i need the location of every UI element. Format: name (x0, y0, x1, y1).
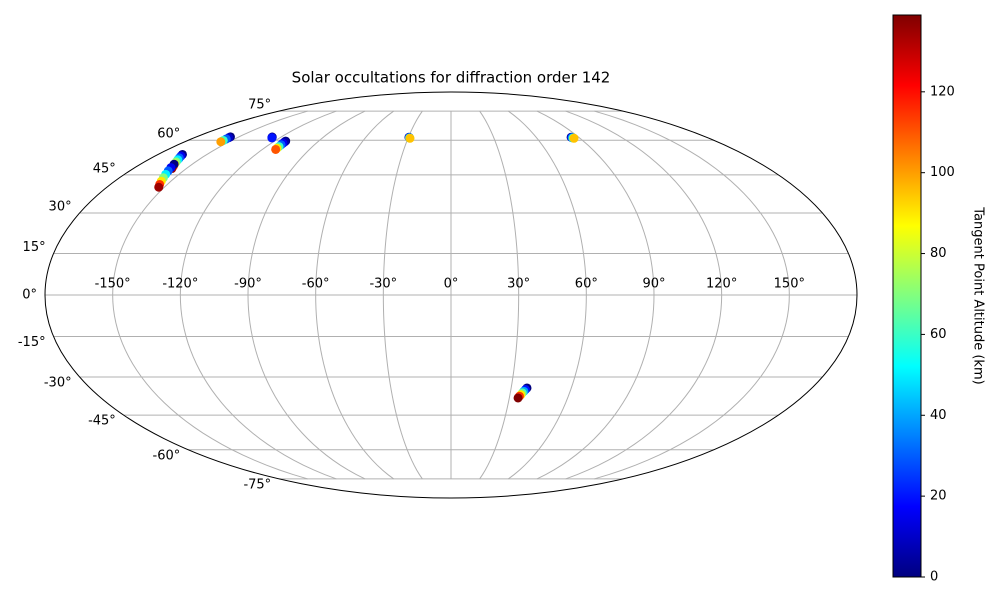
colorbar-tick-label: 80 (930, 246, 947, 261)
colorbar-tick-label: 60 (930, 327, 947, 342)
map-boundary (44, 91, 858, 499)
y-tick-label: -45° (88, 414, 116, 429)
colorbar-label: Tangent Point Altitude (km) (971, 206, 986, 384)
y-tick-label: 45° (93, 161, 116, 176)
point (569, 133, 579, 143)
point (154, 182, 164, 192)
x-tick-label: 120° (706, 277, 737, 292)
y-tick-label: -60° (153, 448, 181, 463)
y-tick-label: -75° (243, 477, 271, 492)
colorbar-tick-label: 0 (930, 570, 938, 585)
y-tick-label: 0° (22, 288, 37, 303)
x-tick-label: 30° (507, 277, 530, 292)
x-tick-label: -120° (162, 277, 198, 292)
colorbar-tick-label: 120 (930, 84, 955, 99)
x-tick-label: -150° (95, 277, 131, 292)
y-tick-label: 15° (23, 240, 46, 255)
colorbar-tick-label: 100 (930, 165, 955, 180)
colorbar-tick-label: 20 (930, 489, 947, 504)
points (154, 132, 579, 403)
x-tick-label: -90° (234, 277, 262, 292)
y-tick-label: -30° (44, 376, 72, 391)
x-tick-label: -30° (369, 277, 397, 292)
x-tick-label: 90° (642, 277, 665, 292)
x-tick-label: 150° (774, 277, 805, 292)
point (405, 133, 415, 143)
y-tick-label: 75° (248, 98, 271, 113)
x-tick-label: -60° (302, 277, 330, 292)
y-tick-label: 60° (157, 127, 180, 142)
point (271, 144, 281, 154)
grid (45, 110, 857, 480)
point (267, 133, 277, 143)
y-tick-label: -15° (18, 335, 46, 350)
point (216, 137, 226, 147)
chart-title: Solar occultations for diffraction order… (292, 69, 611, 87)
colorbar (892, 14, 922, 578)
y-tick-label: 30° (49, 199, 72, 214)
point (513, 393, 523, 403)
x-tick-label: 60° (575, 277, 598, 292)
colorbar-tick-label: 40 (930, 408, 947, 423)
x-tick-label: 0° (444, 277, 459, 292)
